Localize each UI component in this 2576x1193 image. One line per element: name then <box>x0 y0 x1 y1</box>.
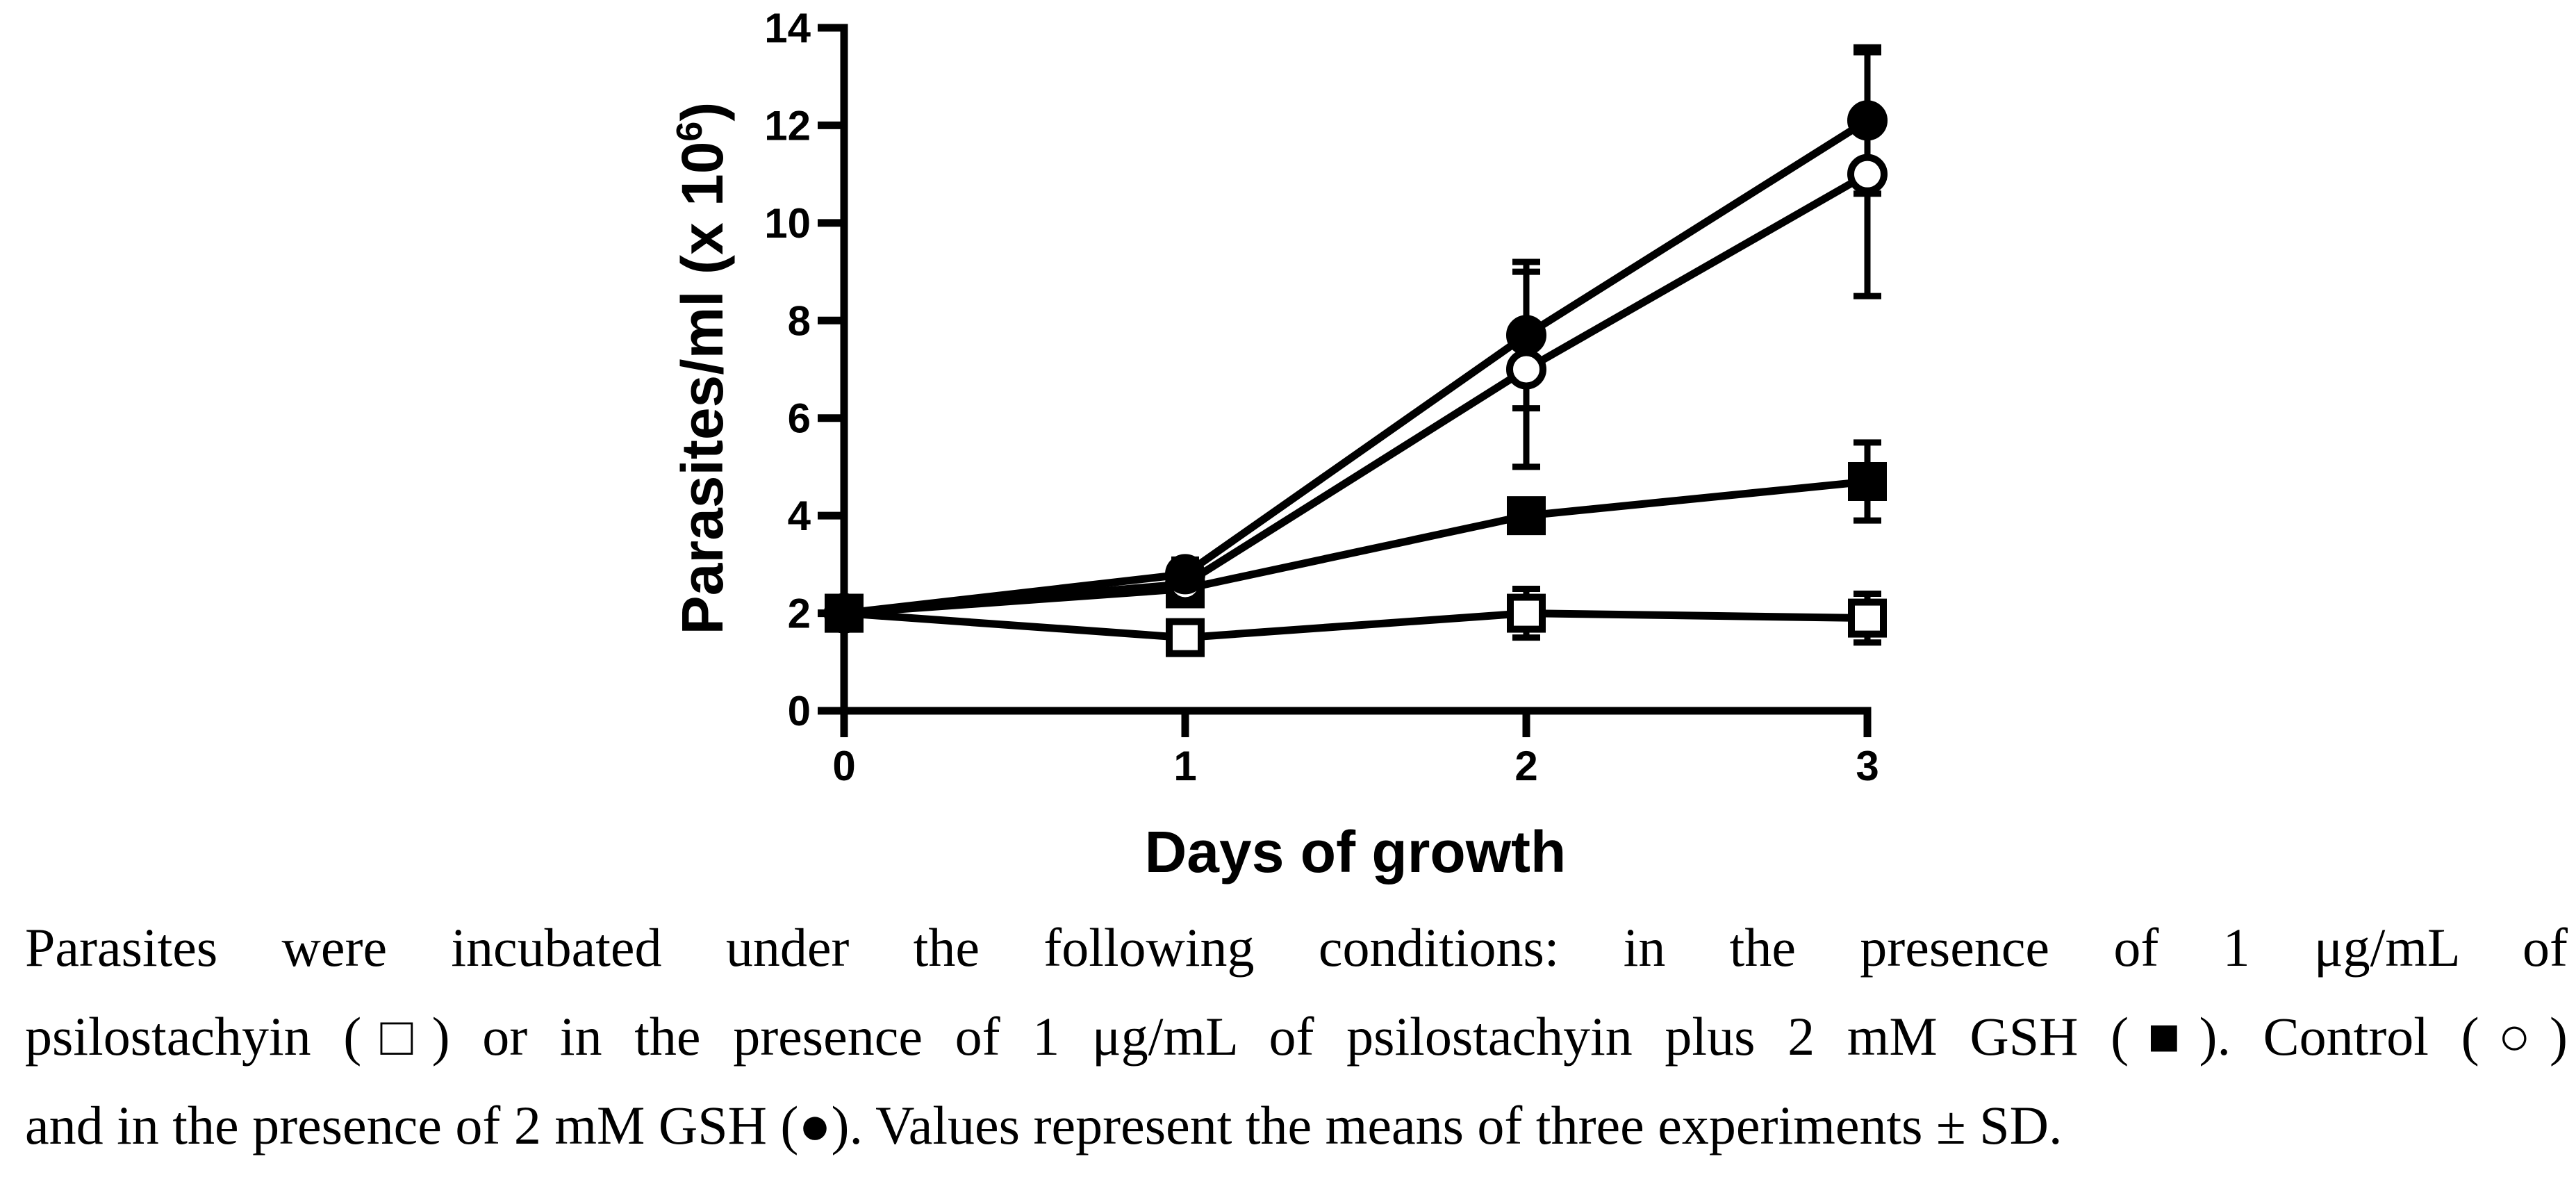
point-filled-circle <box>1165 554 1205 595</box>
point-filled-circle <box>824 593 864 634</box>
point-open-square <box>1848 598 1887 638</box>
y-ticks: 0 2 4 6 8 10 12 14 <box>764 5 844 734</box>
y-tick-label: 12 <box>764 102 811 149</box>
series-line-filled-circle <box>843 117 1869 618</box>
y-axis-title: Parasites/ml (x 106) <box>670 102 735 635</box>
point-open-circle <box>1847 154 1888 195</box>
y-tick-label: 2 <box>788 591 811 637</box>
x-axis-title: Days of growth <box>1145 819 1567 885</box>
x-tick-label: 2 <box>1514 743 1537 789</box>
x-tick-label: 1 <box>1173 743 1196 789</box>
point-open-square <box>1166 618 1205 657</box>
y-tick-label: 4 <box>788 493 811 539</box>
point-filled-square <box>1848 461 1887 501</box>
axes <box>840 24 1872 715</box>
x-ticks: 0 1 2 3 <box>832 711 1879 789</box>
caption-line-3: and in the presence of 2 mM GSH (●). Val… <box>25 1095 2063 1155</box>
x-tick-label: 0 <box>832 743 855 789</box>
y-axis-title-main: Parasites/ml (x 10 <box>670 142 735 635</box>
series-line-filled-square <box>843 477 1868 618</box>
point-filled-circle <box>1506 315 1546 356</box>
y-axis-title-close: ) <box>670 102 735 122</box>
y-tick-label: 14 <box>764 5 811 51</box>
y-tick-label: 10 <box>764 200 811 247</box>
point-open-square <box>1507 593 1546 633</box>
y-axis-title-exponent: 6 <box>670 122 710 142</box>
figure-caption: Parasites were incubated under the follo… <box>25 903 2568 1170</box>
series-line-open-square <box>843 609 1868 642</box>
x-tick-label: 3 <box>1856 743 1879 789</box>
series-line-open-circle <box>843 170 1869 618</box>
point-open-circle <box>1506 349 1546 390</box>
series-layer <box>824 44 1888 657</box>
y-tick-label: 8 <box>788 297 811 344</box>
caption-line-1: Parasites were incubated under the follo… <box>25 917 2568 978</box>
caption-line-2: psilostachyin (□) or in the presence of … <box>25 1006 2568 1067</box>
y-tick-label: 6 <box>788 395 811 442</box>
point-filled-square <box>1507 496 1546 536</box>
point-filled-circle <box>1847 100 1888 141</box>
y-tick-label: 0 <box>788 688 811 734</box>
